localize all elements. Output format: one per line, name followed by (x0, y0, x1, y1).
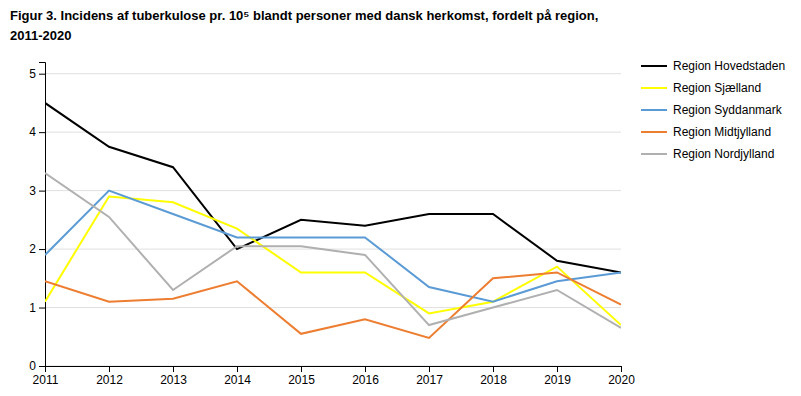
y-tick-mark (39, 308, 45, 309)
y-tick-label: 4 (29, 125, 36, 139)
y-tick-mark (39, 191, 45, 192)
legend: Region Hovedstaden Region Sjælland Region … (641, 59, 785, 161)
x-tick-label: 2018 (480, 373, 507, 387)
legend-item: Region Sjælland (641, 81, 761, 95)
y-tick: 1 (29, 301, 45, 315)
x-tick-mark (429, 366, 430, 372)
series-line (45, 103, 621, 273)
grid (45, 74, 621, 366)
y-tick-mark (39, 249, 45, 250)
y-axis: 0 1 2 3 4 5 (29, 63, 45, 374)
legend-swatch (641, 131, 667, 133)
y-axis-line (39, 63, 46, 367)
y-tick: 0 (29, 359, 45, 373)
x-tick-mark (109, 366, 110, 372)
legend-label: Region Hovedstaden (673, 59, 785, 73)
legend-label: Region Nordjylland (673, 147, 774, 161)
x-tick-label: 2015 (288, 373, 315, 387)
x-axis-line (46, 367, 622, 373)
x-tick-label: 2016 (352, 373, 379, 387)
title: Figur 3. Incidens af tuberkulose pr. 10⁵… (10, 8, 598, 23)
legend-label: Region Midtjylland (673, 125, 771, 139)
x-tick: 2012 (96, 366, 123, 387)
x-tick: 2015 (288, 366, 315, 387)
y-tick: 4 (29, 125, 45, 139)
x-tick: 2014 (224, 366, 251, 387)
x-tick-mark (301, 366, 302, 372)
x-tick: 2018 (480, 366, 507, 387)
x-tick: 2013 (160, 366, 187, 387)
x-tick-label: 2019 (544, 373, 571, 387)
legend-item: Region Hovedstaden (641, 59, 785, 73)
x-tick-label: 2017 (416, 373, 443, 387)
y-tick-mark (39, 74, 45, 75)
legend-item: Region Syddanmark (641, 103, 783, 117)
x-tick: 2017 (416, 366, 443, 387)
legend-swatch (641, 65, 667, 67)
legend-swatch (641, 87, 667, 89)
x-tick-mark (493, 366, 494, 372)
series-line (45, 196, 621, 325)
series-line (45, 272, 621, 337)
legend-label: Region Sjælland (673, 81, 761, 95)
y-tick: 5 (29, 67, 45, 81)
y-tick-label: 5 (29, 67, 36, 81)
legend-swatch (641, 109, 667, 111)
grid-line (45, 249, 621, 250)
x-tick: 2016 (352, 366, 379, 387)
x-tick: 2019 (544, 366, 571, 387)
grid-line (45, 190, 621, 191)
subtitle: 2011-2020 (10, 28, 71, 43)
x-tick-label: 2012 (96, 373, 123, 387)
legend-swatch (641, 153, 667, 155)
grid-line (45, 73, 621, 74)
legend-item: Region Midtjylland (641, 125, 771, 139)
series-line (45, 173, 621, 328)
x-tick-label: 2013 (160, 373, 187, 387)
x-tick-mark (621, 366, 622, 372)
grid-line (45, 132, 621, 133)
x-tick-mark (365, 366, 366, 372)
chart: Figur 3. Incidens af tuberkulose pr. 10⁵… (0, 0, 801, 396)
y-tick-label: 1 (29, 301, 36, 315)
series-line (45, 191, 621, 302)
x-tick-label: 2014 (224, 373, 251, 387)
legend-label: Region Syddanmark (673, 103, 783, 117)
x-axis: 2011 2012 2013 2014 2015 2016 2017 2018 2019 2020 (33, 366, 636, 387)
legend-item: Region Nordjylland (641, 147, 774, 161)
lines (45, 103, 621, 338)
y-tick-mark (39, 132, 45, 133)
x-tick: 2011 (33, 366, 59, 387)
x-tick-label: 2020 (608, 373, 635, 387)
y-tick-label: 0 (29, 359, 36, 373)
x-tick-mark (173, 366, 174, 372)
plot: 2011201220132014201520162017201820192020… (29, 63, 635, 387)
x-tick-mark (237, 366, 238, 372)
y-tick: 2 (29, 242, 45, 256)
y-tick: 3 (29, 184, 45, 198)
x-tick-label: 2011 (33, 373, 59, 387)
y-tick-label: 3 (29, 184, 36, 198)
x-tick-mark (557, 366, 558, 372)
y-tick-label: 2 (29, 242, 36, 256)
y-tick-mark (39, 366, 45, 367)
x-tick: 2020 (608, 366, 635, 387)
grid-line (45, 307, 621, 308)
